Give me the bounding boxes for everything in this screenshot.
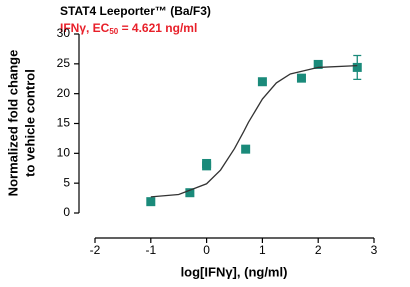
chart-title: STAT4 Leeporter™ (Ba/F3)	[60, 4, 211, 18]
fit-curve	[150, 64, 358, 198]
x-tick-label: 0	[203, 243, 210, 257]
y-tick-label: 5	[63, 175, 70, 189]
x-tick-label: -2	[90, 243, 101, 257]
data-point	[146, 197, 156, 207]
data-point	[313, 59, 323, 69]
y-tick-label: 20	[57, 86, 71, 100]
data-point	[241, 144, 251, 154]
subtitle-part: IFNγ, EC	[60, 21, 110, 35]
y-tick-label: 10	[57, 146, 71, 160]
data-point	[352, 62, 362, 72]
x-tick-label: 2	[315, 243, 322, 257]
x-tick-label: 1	[259, 243, 266, 257]
subtitle-part: = 4.621 ng/ml	[118, 21, 197, 35]
x-axis-label: log[IFNγ], (ng/ml)	[181, 264, 288, 279]
y-tick-label: 15	[57, 116, 71, 130]
y-axis-label: Normalized fold change	[5, 50, 20, 197]
data-point	[257, 77, 267, 87]
data-point	[296, 73, 306, 83]
y-tick-label: 30	[57, 26, 71, 40]
subtitle-subscript: 50	[109, 27, 118, 36]
data-point	[202, 161, 212, 171]
chart-subtitle: IFNγ, EC50 = 4.621 ng/ml	[60, 21, 197, 36]
x-tick-label: -1	[145, 243, 156, 257]
y-tick-label: 0	[63, 205, 70, 219]
y-tick-label: 25	[57, 56, 71, 70]
data-point	[185, 188, 195, 198]
x-tick-label: 3	[371, 243, 378, 257]
y-axis-label: to vehicle control	[22, 69, 37, 177]
